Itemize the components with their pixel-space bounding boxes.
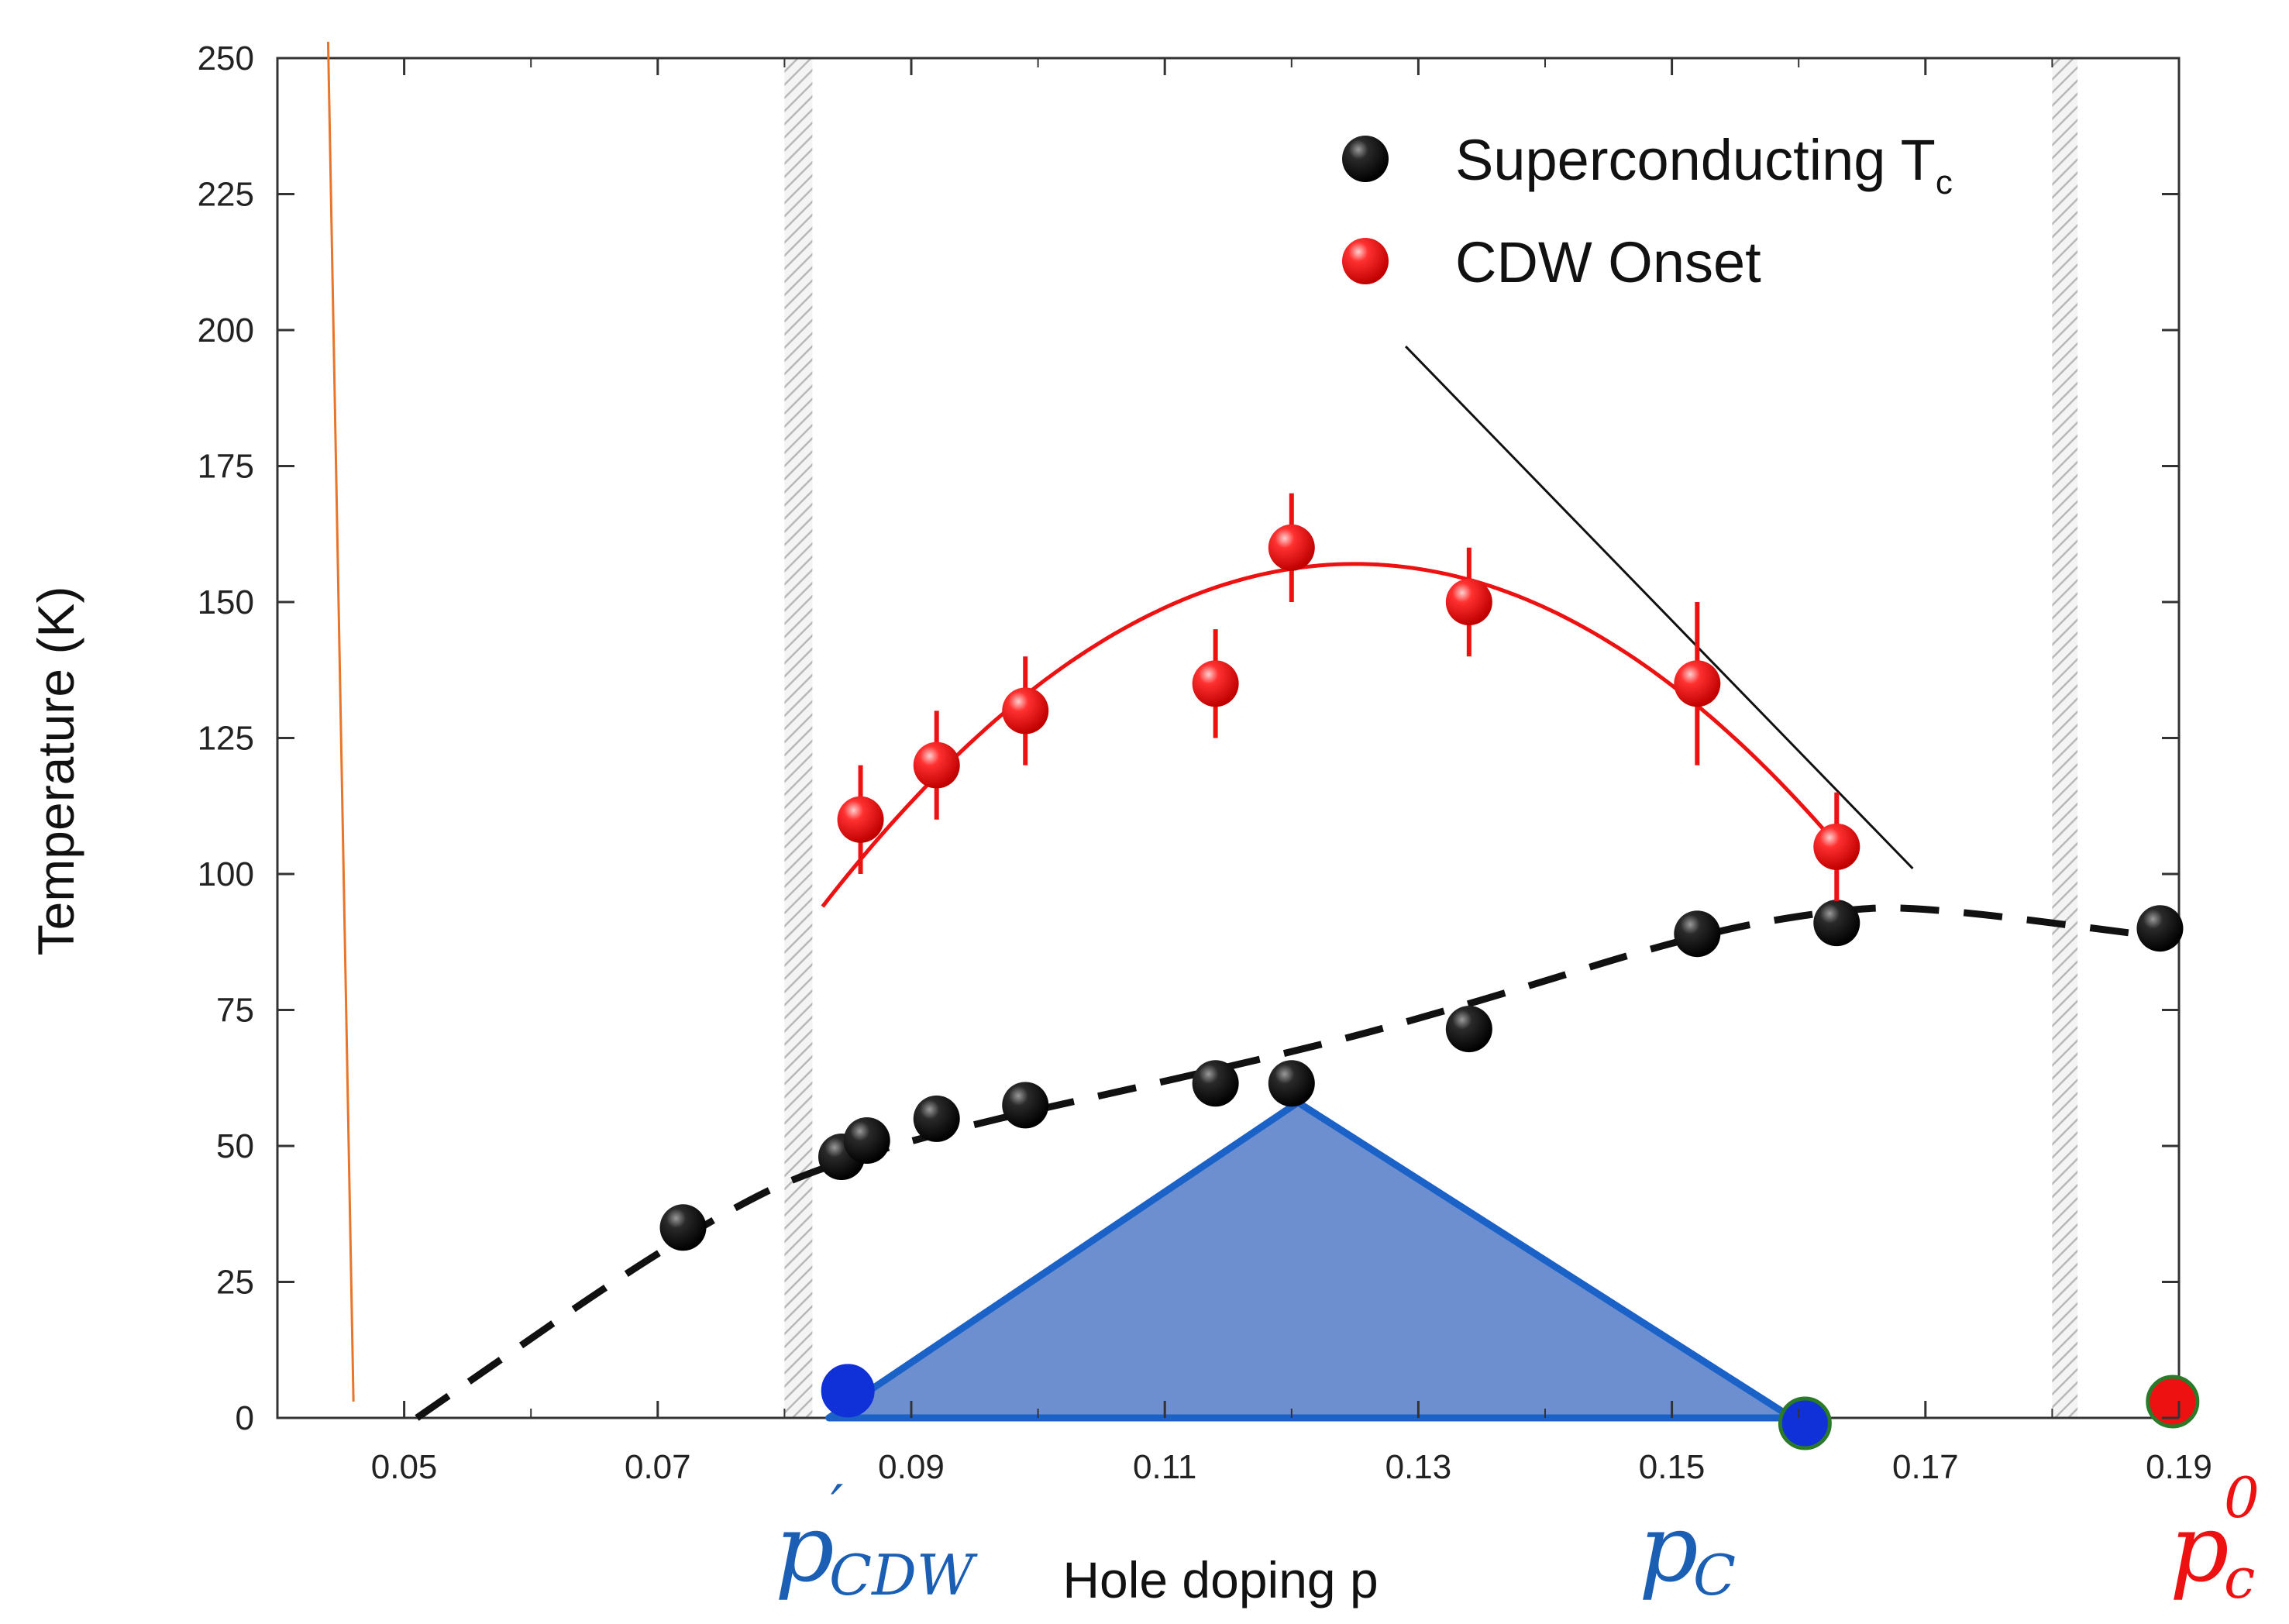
tc-dome-dashed-line: [415, 904, 2180, 1421]
cdw-point: [1268, 524, 1315, 571]
tc-point: [1445, 1006, 1492, 1053]
marker-p-c-0: [2146, 1375, 2200, 1429]
x-tick-label: 0.13: [1385, 1448, 1452, 1486]
hatched-band-0: [784, 58, 813, 1418]
hatched-bands: [784, 58, 2078, 1418]
y-tick-label: 150: [198, 583, 254, 621]
cdw-point: [1192, 660, 1239, 707]
legend-label-cdw: CDW Onset: [1455, 230, 1761, 294]
label-p-cdw-prime-sup: ′: [831, 1473, 843, 1538]
label-p-cdw-prime-main: p: [775, 1495, 835, 1603]
tc-point: [1002, 1082, 1049, 1129]
y-tick-label: 225: [198, 176, 254, 214]
label-p-cdw-prime-sub: CDW: [829, 1543, 978, 1608]
y-tick-label: 175: [198, 448, 254, 486]
label-p-cdw-prime: p ′ CDW: [775, 1473, 978, 1608]
legend-label-tc-subscript: c: [1936, 163, 1953, 201]
cdw-point: [837, 796, 884, 843]
x-tick-label: 0.19: [2146, 1448, 2212, 1486]
marker-p-CDW-prime: [821, 1364, 875, 1418]
label-p-c-sub: C: [1693, 1543, 1736, 1608]
y-tick-label: 100: [198, 855, 254, 893]
legend-label-tc: Superconducting Tc: [1455, 128, 1953, 201]
blue-triangle: [825, 1099, 1796, 1422]
x-tick-label: 0.11: [1133, 1448, 1196, 1486]
legend-marker-cdw: [1342, 238, 1389, 284]
x-axis-title: Hole doping p: [1062, 1551, 1378, 1609]
y-axis-title: Temperature (K): [27, 587, 84, 956]
hatched-band-1: [2052, 58, 2078, 1418]
label-p-c: p C: [1639, 1495, 1736, 1608]
label-p-c0-sub: c: [2224, 1546, 2255, 1611]
y-tick-label: 125: [198, 720, 254, 758]
tc-point: [2136, 905, 2184, 952]
data-points-layer: [659, 493, 2184, 1251]
cdw-point: [913, 741, 960, 789]
blue-triangle-layer: [825, 1099, 1796, 1422]
tangent-line: [1404, 346, 1914, 870]
critical-point-markers: [821, 1364, 2200, 1450]
y-tick-label: 25: [216, 1264, 254, 1302]
tc-point: [913, 1095, 960, 1142]
x-tick-label: 0.07: [625, 1448, 691, 1486]
cdw-point: [1445, 579, 1492, 625]
tc-point: [843, 1116, 890, 1164]
y-tick-label: 75: [216, 992, 254, 1030]
x-tick-label: 0.17: [1892, 1448, 1959, 1486]
cdw-point: [1813, 823, 1860, 870]
label-p-c0-sup: 0: [2224, 1465, 2260, 1530]
legend-marker-tc: [1342, 136, 1389, 182]
marker-p-C: [1778, 1396, 1832, 1450]
x-tick-label: 0.05: [371, 1448, 438, 1486]
tc-point: [1192, 1060, 1239, 1107]
label-p-c0: p 0 c: [2170, 1465, 2260, 1611]
tc-point: [1268, 1060, 1315, 1107]
tc-point: [659, 1204, 707, 1251]
label-p-c0-main: p: [2170, 1495, 2229, 1603]
legend: Superconducting Tc CDW Onset: [1342, 128, 1953, 294]
orange-line: [326, 41, 355, 1402]
x-tick-label: 0.09: [878, 1448, 945, 1486]
axis-ticks: 0.05 0.07 0.09 0.11 0.13 0.15 0.17 0.19 0 25 50 75 1…: [198, 40, 2212, 1486]
y-tick-label: 200: [198, 311, 254, 349]
cdw-point: [1002, 687, 1049, 735]
x-tick-label: 0.15: [1639, 1448, 1706, 1486]
y-tick-label: 250: [198, 40, 254, 77]
y-tick-label: 0: [236, 1399, 254, 1437]
tc-point: [1674, 910, 1721, 958]
y-tick-label: 50: [216, 1127, 254, 1165]
label-p-c-main: p: [1639, 1495, 1699, 1603]
tc-point: [1813, 900, 1860, 947]
cdw-point: [1674, 660, 1721, 707]
